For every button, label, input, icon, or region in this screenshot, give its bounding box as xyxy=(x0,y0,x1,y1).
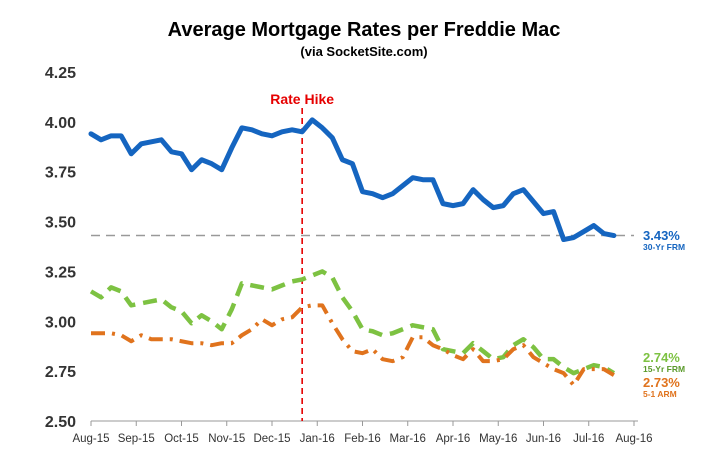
end-value-30yr: 3.43% xyxy=(643,228,680,243)
end-label-51arm: 5-1 ARM xyxy=(643,389,677,399)
y-tick-label: 4.00 xyxy=(45,115,76,132)
y-tick-label: 2.75 xyxy=(45,364,76,381)
end-value-15yr: 2.74% xyxy=(643,350,680,365)
x-tick-label: Feb-16 xyxy=(344,433,380,445)
x-tick-label: Mar-16 xyxy=(390,433,426,445)
chart-subtitle: (via SocketSite.com) xyxy=(300,44,427,59)
x-tick-label: Aug-15 xyxy=(72,433,109,445)
chart-title: Average Mortgage Rates per Freddie Mac xyxy=(168,19,561,41)
y-tick-label: 3.75 xyxy=(45,165,76,182)
x-tick-label: Dec-15 xyxy=(253,433,290,445)
end-label-30yr: 30-Yr FRM xyxy=(643,242,685,252)
x-tick-label: May-16 xyxy=(479,433,517,445)
x-tick-label: Apr-16 xyxy=(436,433,471,445)
end-value-51arm: 2.73% xyxy=(643,375,680,390)
x-tick-label: Oct-15 xyxy=(164,433,199,445)
end-labels: 3.43% 30-Yr FRM 2.74% 15-Yr FRM 2.73% 5-… xyxy=(643,228,685,399)
rate-hike-label: Rate Hike xyxy=(270,91,334,107)
y-tick-label: 4.25 xyxy=(45,65,76,82)
y-tick-label: 3.00 xyxy=(45,314,76,331)
x-axis: Aug-15 Sep-15 Oct-15 Nov-15 Dec-15 Jan-16 Feb-… xyxy=(72,421,653,445)
x-tick-label: Sep-15 xyxy=(118,433,155,445)
y-tick-label: 3.25 xyxy=(45,264,76,281)
series-line-5-1-arm xyxy=(91,303,615,388)
y-tick-label: 2.50 xyxy=(45,414,76,431)
y-tick-label: 3.50 xyxy=(45,215,76,232)
x-tick-label: Nov-15 xyxy=(208,433,245,445)
end-label-15yr: 15-Yr FRM xyxy=(643,364,685,374)
x-tick-label: Aug-16 xyxy=(615,433,652,445)
series-layer xyxy=(88,117,617,388)
y-axis: 4.25 4.00 3.75 3.50 3.25 3.00 2.75 2.50 xyxy=(45,65,76,431)
x-tick-label: Jan-16 xyxy=(300,433,335,445)
x-tick-label: Jun-16 xyxy=(526,433,561,445)
x-tick-label: Jul-16 xyxy=(573,433,604,445)
series-line-30-yr-frm xyxy=(88,117,617,243)
